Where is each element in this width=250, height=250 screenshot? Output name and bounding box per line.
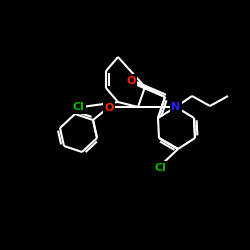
Text: N: N xyxy=(172,102,180,112)
Text: Cl: Cl xyxy=(72,102,84,112)
Text: Cl: Cl xyxy=(154,163,166,173)
Text: O: O xyxy=(126,76,136,86)
Text: O: O xyxy=(104,103,114,113)
